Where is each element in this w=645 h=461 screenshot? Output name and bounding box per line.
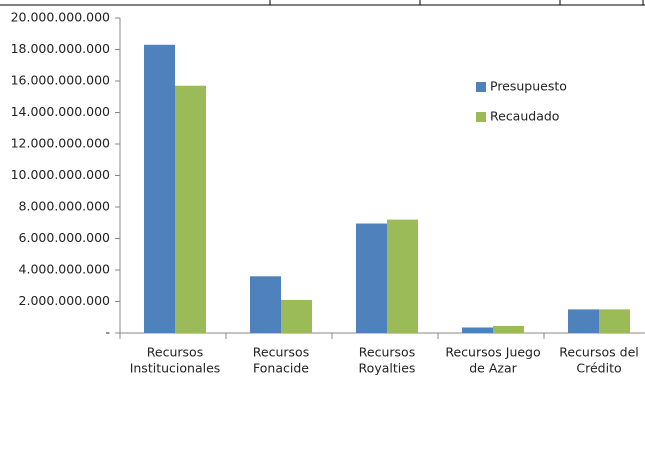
page-frame xyxy=(0,0,645,6)
y-tick-label: 8.000.000.000 xyxy=(19,199,110,214)
x-tick-label: Recursos xyxy=(253,345,309,360)
x-tick-label: Recursos del xyxy=(559,345,639,360)
y-tick-label: 12.000.000.000 xyxy=(11,136,110,151)
y-tick-label: 10.000.000.000 xyxy=(11,167,110,182)
bar xyxy=(250,276,281,333)
y-tick-label: 20.000.000.000 xyxy=(11,10,110,25)
legend-label: Presupuesto xyxy=(490,79,567,94)
bar xyxy=(599,309,630,333)
x-tick-label: Crédito xyxy=(576,361,621,376)
legend-swatch xyxy=(476,82,486,92)
y-tick-label: 16.000.000.000 xyxy=(11,73,110,88)
x-tick-label: de Azar xyxy=(469,361,517,376)
x-tick-label: Institucionales xyxy=(130,361,221,376)
x-tick-label: Royalties xyxy=(359,361,416,376)
x-tick-label: Recursos Juego xyxy=(445,345,540,360)
x-tick-label: Recursos xyxy=(359,345,415,360)
y-tick-label: 4.000.000.000 xyxy=(19,262,110,277)
y-tick-label: 18.000.000.000 xyxy=(11,41,110,56)
x-tick-label: Fonacide xyxy=(253,361,309,376)
x-tick-label: Recursos xyxy=(147,345,203,360)
bar xyxy=(387,219,418,333)
bar xyxy=(568,309,599,333)
bar xyxy=(356,223,387,333)
bar xyxy=(493,325,524,333)
bar xyxy=(144,44,175,334)
legend-label: Recaudado xyxy=(490,109,559,124)
y-tick-label: 6.000.000.000 xyxy=(19,230,110,245)
bar xyxy=(175,85,206,333)
y-tick-label: - xyxy=(105,325,110,340)
bar xyxy=(281,299,312,333)
y-tick-label: 2.000.000.000 xyxy=(19,293,110,308)
y-tick-label: 14.000.000.000 xyxy=(11,104,110,119)
legend-swatch xyxy=(476,112,486,122)
bar xyxy=(462,327,493,333)
